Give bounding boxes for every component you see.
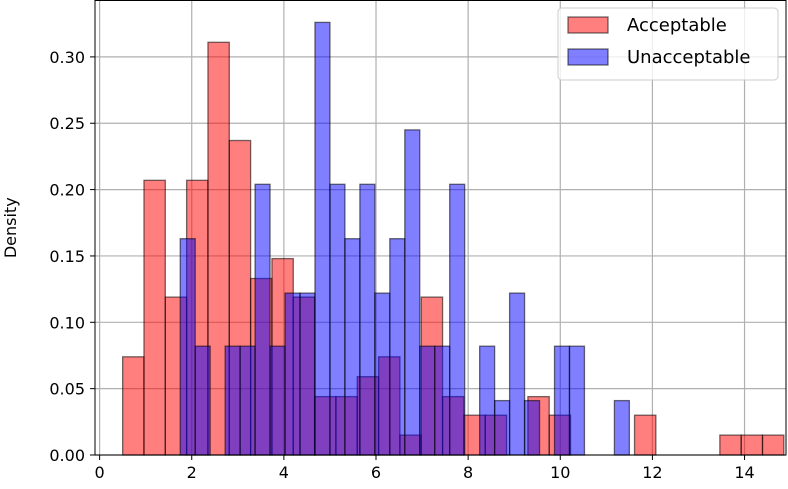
legend-swatch-unacceptable (567, 48, 609, 66)
bar-unacceptable (508, 292, 526, 456)
y-tick-label: 0.10 (49, 313, 85, 332)
x-tick-label: 8 (463, 463, 473, 482)
axis-ticks: 0 2 4 6 8 10 12 14 0.00 0.05 0.10 0.15 0.20 0.25 0.30 (49, 48, 754, 482)
bar-unacceptable (269, 345, 286, 456)
x-tick-label: 0 (95, 463, 105, 482)
bar-unacceptable (239, 345, 256, 456)
bar-unacceptable (419, 345, 436, 456)
legend-swatch-acceptable (567, 16, 609, 34)
legend-label-acceptable: Acceptable (627, 15, 727, 36)
bar-unacceptable (329, 183, 346, 456)
bar-unacceptable (523, 399, 541, 456)
bar-unacceptable (553, 345, 571, 456)
bar-acceptable (719, 434, 742, 456)
bar-unacceptable (299, 292, 316, 456)
bar-unacceptable (179, 238, 196, 456)
x-tick-label: 14 (734, 463, 754, 482)
bar-acceptable (740, 434, 764, 456)
bar-acceptable (121, 356, 145, 456)
plot-frame (94, 0, 787, 456)
legend-box (557, 7, 779, 81)
x-tick-label: 10 (550, 463, 570, 482)
bar-unacceptable (224, 345, 241, 456)
legend-label-unacceptable: Unacceptable (627, 47, 751, 68)
x-tick-label: 4 (279, 463, 289, 482)
y-tick-label: 0.30 (49, 48, 85, 67)
x-tick-label: 12 (642, 463, 662, 482)
y-tick-label: 0.20 (49, 181, 85, 200)
x-tick-label: 6 (371, 463, 381, 482)
bar-unacceptable (359, 183, 376, 456)
y-tick-label: 0.05 (49, 380, 85, 399)
bar-unacceptable (389, 238, 406, 456)
bar-unacceptable (194, 345, 211, 456)
bar-unacceptable (479, 345, 496, 456)
bar-unacceptable (493, 399, 511, 456)
bar-unacceptable (374, 292, 391, 456)
bar-unacceptable (344, 238, 361, 456)
legend: Acceptable Unacceptable (557, 7, 779, 81)
bar-unacceptable (613, 399, 631, 456)
y-tick-label: 0.25 (49, 114, 85, 133)
bar-acceptable (633, 414, 657, 456)
x-tick-label: 2 (187, 463, 197, 482)
bar-unacceptable (314, 21, 331, 456)
bar-unacceptable (568, 345, 586, 456)
bar-acceptable (761, 434, 785, 456)
bar-acceptable (143, 179, 166, 456)
y-tick-label: 0.15 (49, 247, 85, 266)
y-tick-label: 0.00 (49, 446, 85, 465)
bar-unacceptable (434, 345, 451, 456)
bar-unacceptable (449, 183, 466, 456)
bar-unacceptable (404, 129, 421, 456)
bar-unacceptable (254, 183, 271, 456)
y-axis-label: Density (1, 197, 20, 258)
bar-unacceptable (284, 292, 301, 456)
